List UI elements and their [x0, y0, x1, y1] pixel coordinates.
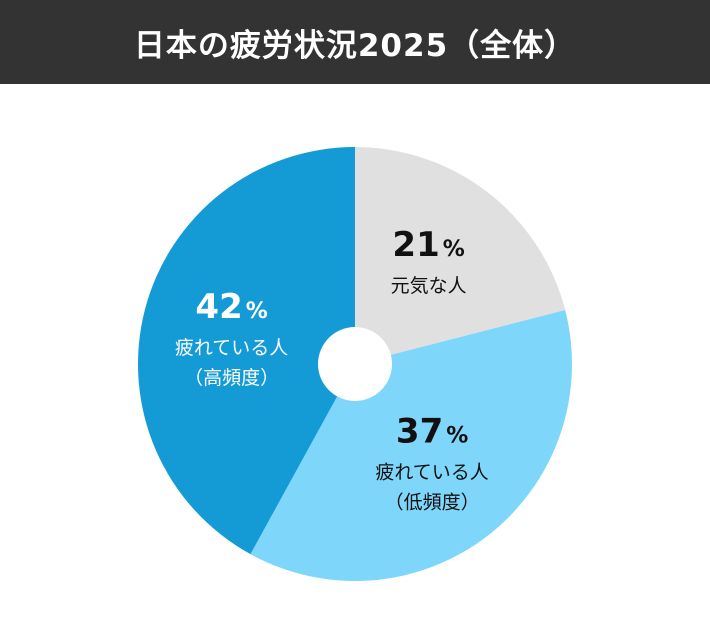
slice-labels: 21 % 元気な人 37 % 疲れている人 （低頻度） 42 % 疲れている人 （高頻度） [175, 225, 489, 514]
pie-slices [137, 147, 572, 582]
slice-label-healthy: 21 % 元気な人 [391, 225, 467, 297]
percent-value: 21 [392, 225, 439, 265]
pie-slice-healthy [355, 147, 566, 364]
chart-title: 日本の疲労状況2025（全体） [133, 27, 577, 64]
pie-slice-tired_low [250, 310, 572, 582]
donut-hole [318, 327, 392, 401]
category-label-healthy-0: 元気な人 [391, 275, 467, 297]
percent-sign: % [246, 299, 268, 324]
pie-slice-tired_high [137, 147, 355, 555]
slice-label-tired_low: 37 % 疲れている人 （低頻度） [375, 411, 488, 513]
category-label-tired_high-0: 疲れている人 [175, 337, 288, 359]
percent-sign: % [443, 237, 465, 262]
category-label-tired_high-1: （高頻度） [184, 367, 279, 389]
percent-label-tired_low: 37% [396, 411, 468, 451]
percent-label-tired_high: 42% [195, 287, 267, 327]
category-label-tired_low-1: （低頻度） [385, 491, 480, 513]
percent-value: 42 [195, 287, 242, 327]
pie-chart: 21 % 元気な人 37 % 疲れている人 （低頻度） 42 % 疲れている人 （高頻度） [137, 147, 572, 582]
percent-sign: % [446, 423, 468, 448]
percent-label-healthy: 21% [392, 225, 464, 265]
slice-label-tired_high: 42 % 疲れている人 （高頻度） [175, 287, 288, 389]
title-bar: 日本の疲労状況2025（全体） [0, 0, 710, 84]
percent-value: 37 [396, 411, 443, 451]
category-label-tired_low-0: 疲れている人 [375, 461, 488, 483]
